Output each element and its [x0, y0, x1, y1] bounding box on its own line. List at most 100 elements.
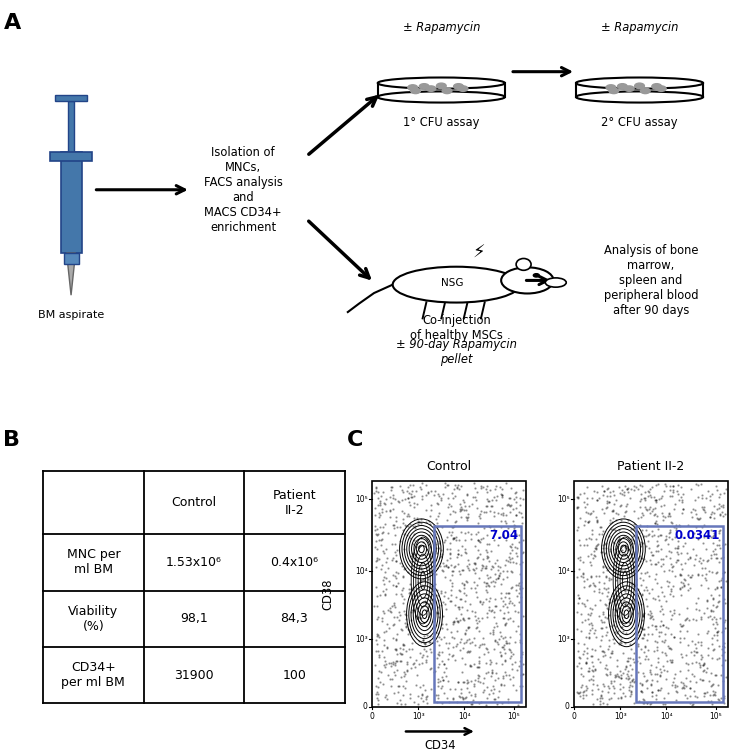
Point	[493, 633, 505, 645]
Point	[599, 538, 611, 550]
Point	[509, 684, 521, 696]
Point	[517, 483, 529, 495]
Point	[476, 638, 488, 650]
Point	[369, 486, 381, 498]
Point	[397, 517, 409, 529]
Point	[641, 599, 653, 611]
Circle shape	[640, 88, 650, 93]
Point	[707, 592, 719, 604]
Point	[578, 575, 590, 587]
Point	[706, 566, 718, 578]
Point	[420, 516, 432, 528]
Point	[421, 533, 433, 545]
Point	[666, 580, 678, 592]
Point	[502, 587, 514, 599]
Point	[632, 638, 644, 650]
Point	[645, 678, 657, 690]
Point	[446, 526, 458, 538]
Point	[407, 550, 419, 562]
Point	[589, 599, 601, 611]
Point	[376, 612, 388, 624]
Point	[649, 494, 660, 506]
Point	[440, 662, 452, 674]
Point	[659, 698, 671, 710]
Point	[656, 646, 668, 658]
Point	[586, 528, 598, 540]
Point	[677, 503, 689, 515]
Point	[586, 523, 598, 535]
Point	[644, 501, 656, 514]
Point	[482, 551, 494, 563]
Point	[404, 518, 416, 530]
Point	[600, 629, 612, 641]
Point	[453, 602, 465, 614]
Point	[598, 553, 610, 565]
Point	[481, 486, 493, 498]
Point	[463, 620, 475, 633]
Point	[652, 530, 664, 542]
Point	[601, 626, 613, 638]
Point	[477, 532, 489, 544]
Point	[495, 521, 507, 533]
Point	[687, 544, 699, 556]
Point	[459, 692, 471, 704]
Point	[640, 540, 652, 552]
Point	[481, 529, 493, 541]
Point	[660, 480, 672, 492]
Point	[444, 508, 456, 520]
Point	[608, 636, 620, 648]
Point	[642, 608, 654, 620]
Point	[476, 505, 488, 517]
Point	[597, 650, 609, 662]
Point	[621, 655, 633, 667]
Point	[441, 553, 453, 566]
Point	[584, 508, 596, 520]
Point	[398, 666, 410, 678]
Point	[468, 678, 480, 690]
Text: 7.04: 7.04	[489, 529, 518, 542]
Point	[639, 641, 651, 653]
Point	[456, 540, 468, 552]
Point	[571, 521, 583, 533]
Point	[461, 489, 473, 501]
Point	[697, 659, 709, 671]
Point	[429, 528, 441, 540]
Point	[610, 626, 622, 639]
Point	[459, 627, 471, 639]
Point	[640, 503, 652, 515]
Point	[371, 613, 383, 625]
Point	[607, 505, 619, 517]
Point	[616, 621, 628, 633]
Point	[603, 562, 615, 574]
Point	[670, 556, 682, 568]
Point	[632, 552, 644, 564]
Point	[443, 648, 455, 660]
Point	[628, 518, 640, 530]
Point	[681, 648, 693, 660]
Point	[369, 509, 381, 521]
Point	[672, 540, 684, 552]
Point	[690, 478, 702, 490]
Point	[465, 660, 477, 672]
Text: 100: 100	[283, 669, 307, 681]
Point	[644, 483, 656, 495]
Point	[399, 562, 411, 575]
Point	[586, 603, 598, 615]
Point	[669, 606, 681, 618]
Point	[433, 645, 445, 657]
Point	[607, 603, 619, 615]
Point	[508, 522, 520, 534]
Ellipse shape	[576, 78, 703, 89]
Point	[480, 578, 492, 590]
Point	[488, 507, 500, 519]
Point	[619, 506, 631, 518]
Point	[470, 586, 482, 598]
Point	[696, 578, 708, 590]
Point	[373, 665, 384, 677]
Point	[506, 552, 518, 564]
Point	[605, 647, 617, 659]
Point	[378, 566, 390, 578]
Point	[600, 561, 612, 573]
Point	[402, 492, 414, 504]
Point	[446, 631, 458, 643]
